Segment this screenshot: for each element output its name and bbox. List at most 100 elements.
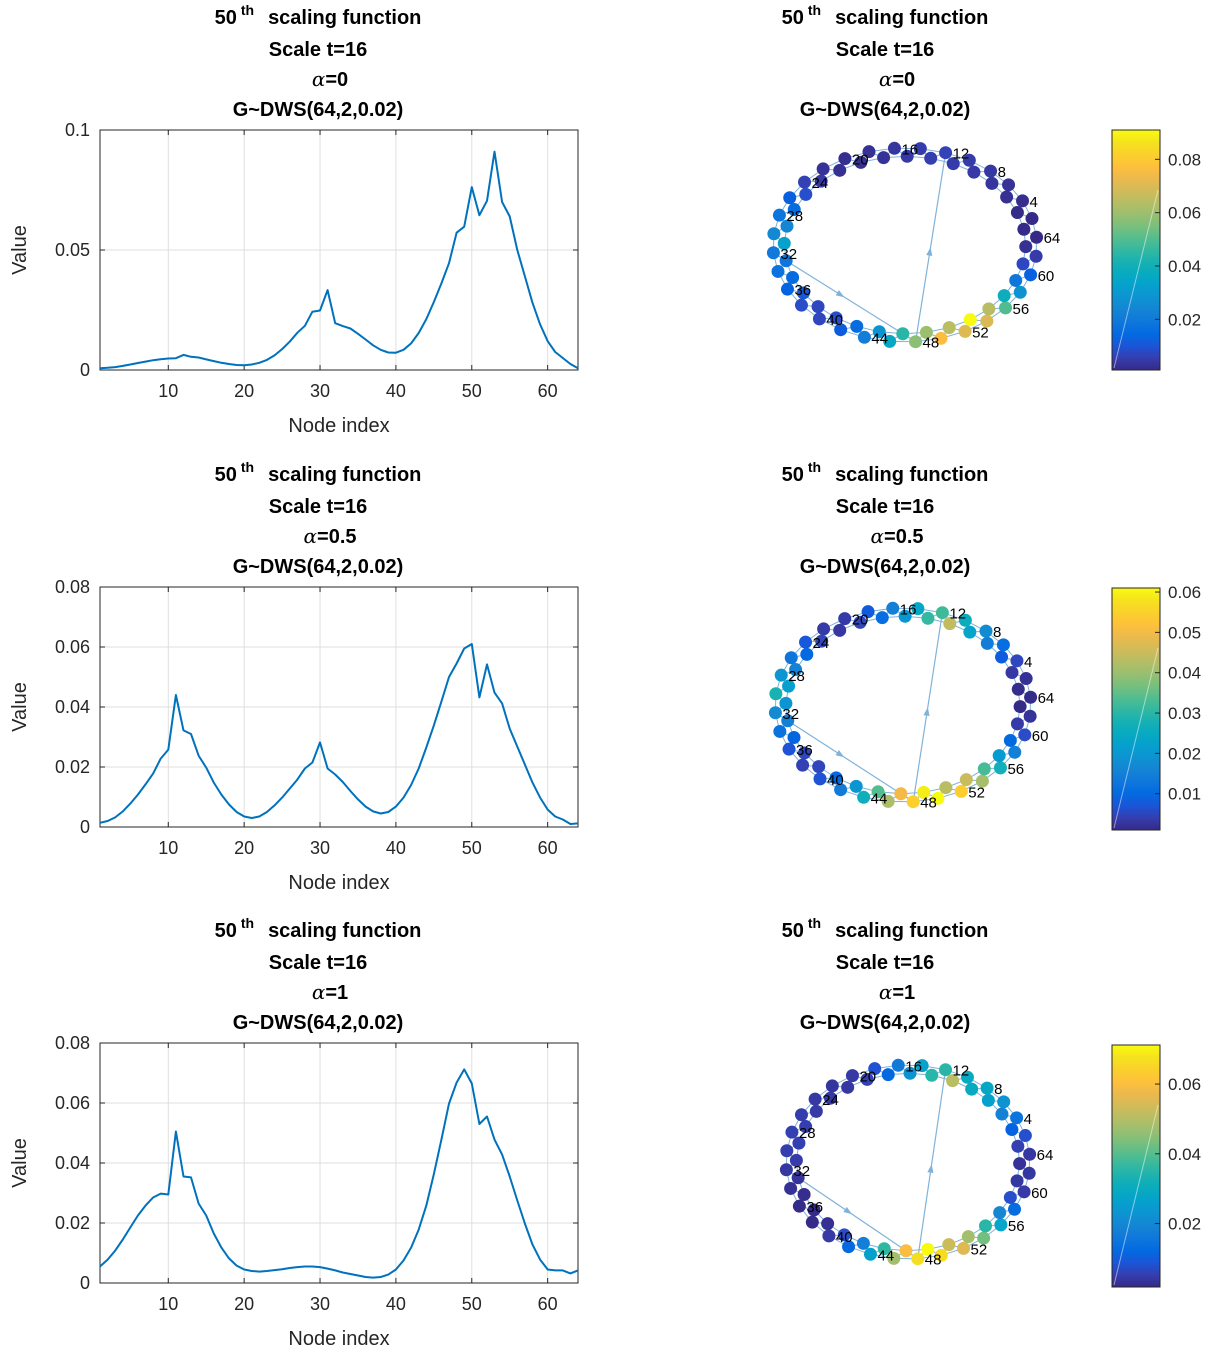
graph-node [980,636,994,650]
graph-long-edge [917,1069,947,1259]
graph-node [833,163,847,177]
graph-node [883,334,897,348]
node-label: 24 [813,635,830,652]
line-chart-1-title-alpha-symbol: α [312,67,326,91]
graph-node [833,623,847,637]
graph-node [939,781,953,795]
graph-node [921,611,935,625]
graph-node [789,1153,803,1167]
x-tick-label: 10 [158,1294,178,1314]
graph-node [1013,1157,1027,1171]
graph-node [1010,1174,1024,1188]
graph-node [792,1199,806,1213]
graph-node [887,141,901,155]
graph-node [1009,273,1023,287]
graph-node [857,330,871,344]
node-label: 48 [920,795,937,812]
node-label: 12 [953,146,970,163]
graph-node [1016,194,1030,208]
graph-node [853,615,867,629]
colorbar [1111,129,1161,371]
node-label: 28 [788,668,805,685]
graph-node [919,325,933,339]
graph-node [773,724,787,738]
y-tick-label: 0.1 [65,120,90,140]
graph-node [997,289,1011,303]
graph-node [1023,709,1037,723]
graph-node [887,1251,901,1265]
graph-node [978,1219,992,1233]
node-label: 60 [1031,1185,1048,1202]
graph-node [975,774,989,788]
x-tick-label: 60 [538,1294,558,1314]
x-tick-label: 10 [158,381,178,401]
x-tick-label: 50 [462,838,482,858]
node-label: 44 [877,1247,894,1264]
graph-node [809,1104,823,1118]
graph-node [939,146,953,160]
x-tick-label: 50 [462,381,482,401]
graph-node [915,1059,929,1073]
x-tick-label: 30 [310,381,330,401]
colorbar-tick-label: 0.02 [1168,744,1201,763]
graph-node [799,635,813,649]
graph-node [963,313,977,327]
graph-node [924,151,938,165]
data-series-line [99,150,579,370]
graph-plot-2-title-number: 50 [782,464,804,486]
graph-node [911,602,925,616]
graph-node [963,625,977,639]
graph-node [998,301,1012,315]
node-label: 4 [1030,194,1038,211]
node-label: 44 [871,330,888,347]
line-chart-1-title-alpha: α=0 [312,67,348,91]
graph-node [794,298,808,312]
colorbar [1111,1044,1161,1288]
graph-node [807,1203,821,1217]
graph-node [862,145,876,159]
graph-node [813,772,827,786]
node-label: 56 [1008,1218,1025,1235]
node-label: 32 [782,706,799,723]
graph-plot-3-title-alpha: α=1 [879,980,915,1004]
node-label: 32 [793,1163,810,1180]
graph-node [782,679,796,693]
graph-node [957,1241,971,1255]
line-chart-2-title-graph: G~DWS(64,2,0.02) [233,556,404,578]
graph-node [967,165,981,179]
graph-node [856,1236,870,1250]
line-chart-2-title-alpha: α=0.5 [304,524,357,548]
graph-node [842,1240,856,1254]
graph-node [925,1068,939,1082]
node-label: 56 [1007,761,1024,778]
node-label: 36 [794,282,811,299]
node-label: 60 [1038,268,1055,285]
graph-node [779,254,793,268]
x-tick-label: 60 [538,838,558,858]
x-axis-label: Node index [288,415,389,437]
graph-node [785,1125,799,1139]
colorbar-tick-label: 0.03 [1168,704,1201,723]
graph-node [824,1091,838,1105]
graph-node [815,634,829,648]
graph-node [796,286,810,300]
graph-plot-1-title-main: scaling function [835,7,988,29]
line-chart-3-title-graph: G~DWS(64,2,0.02) [233,1012,404,1034]
y-axis-label: Value [9,1138,31,1188]
colorbar-tick-label: 0.04 [1168,664,1201,683]
graph-node [784,651,798,665]
node-label: 24 [812,175,829,192]
graph-node [829,771,843,785]
node-label: 8 [993,624,1001,641]
graph-node [1022,1166,1036,1180]
colorbar-artifact [1113,647,1159,829]
graph-node [960,1070,974,1084]
graph-node [886,601,900,615]
graph-node [777,236,791,250]
